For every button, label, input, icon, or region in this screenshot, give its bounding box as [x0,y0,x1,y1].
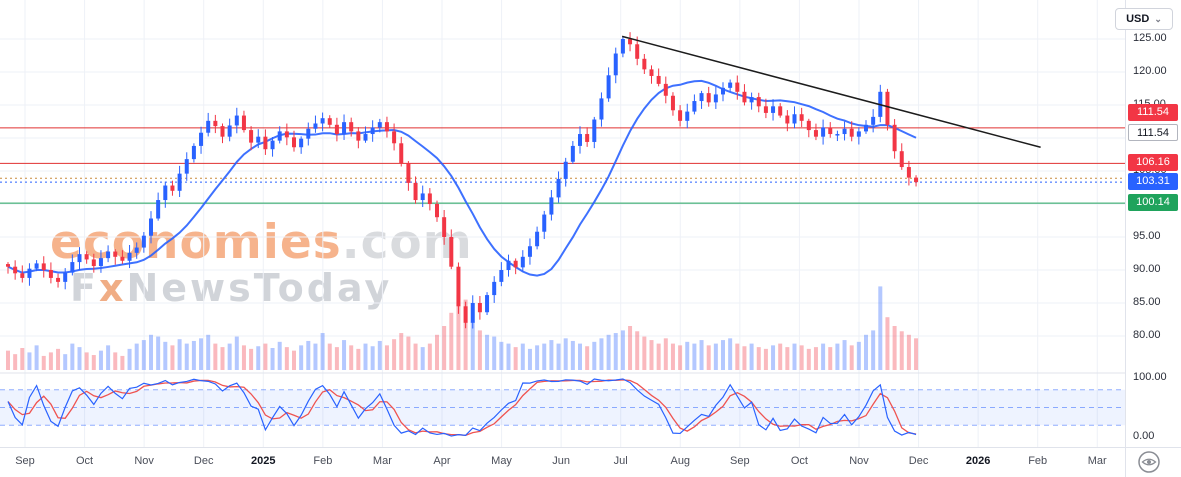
currency-selector[interactable]: USD ⌄ [1115,8,1173,30]
time-axis[interactable]: Sep Oct Nov Dec 2025 Feb Mar Apr May Jun Jul Aug Sep… [0,447,1125,477]
candles-layer [6,32,919,329]
ma-line [7,79,917,277]
time-axis-label: Apr [433,455,451,467]
time-axis-label: 2025 [251,455,276,467]
price-badge: 106.16 [1128,154,1178,172]
volume-layer [6,286,919,370]
axis-tick: 80.00 [1133,329,1161,341]
price-badge: 103.31 [1128,173,1178,191]
axis-tick: 120.00 [1133,65,1167,77]
time-axis-label: Dec [908,455,929,467]
time-axis-label: Feb [1028,455,1048,467]
levels-layer [0,127,1125,204]
trendline [621,35,1041,148]
time-axis-label: Mar [372,455,392,467]
time-axis-label: May [491,455,512,467]
axis-tick: 85.00 [1133,296,1161,308]
time-axis-label: Feb [313,455,333,467]
time-axis-label: Jun [552,455,570,467]
time-axis-label: Sep [15,455,35,467]
chart-canvas[interactable] [0,0,1125,447]
price-axis[interactable]: 125.00120.00115.00110.00105.00100.0095.0… [1125,0,1181,447]
stochastic-panel [0,378,1125,437]
price-badge: 100.14 [1128,194,1178,212]
time-axis-label: Oct [790,455,808,467]
currency-label: USD [1126,13,1150,25]
time-axis-label: Sep [730,455,750,467]
time-axis-label: 2026 [965,455,991,467]
axis-tick: 125.00 [1133,32,1167,44]
axis-tick: 90.00 [1133,263,1161,275]
price-badge: 111.54 [1128,103,1178,121]
time-axis-label: Oct [76,455,94,467]
time-axis-label: Dec [193,455,214,467]
axis-tick: 95.00 [1133,230,1161,242]
time-axis-label: Jul [613,455,628,467]
time-axis-label: Nov [134,455,154,467]
axis-corner [1125,447,1181,477]
time-axis-label: Mar [1087,455,1107,467]
economies-logo-icon[interactable] [1137,450,1161,474]
axis-tick: 100.00 [1133,371,1167,383]
price-badge: 111.54 [1128,123,1178,141]
time-axis-label: Nov [849,455,869,467]
axis-tick: 0.00 [1133,430,1155,442]
chevron-down-icon: ⌄ [1154,13,1162,24]
time-axis-label: Aug [670,455,691,467]
